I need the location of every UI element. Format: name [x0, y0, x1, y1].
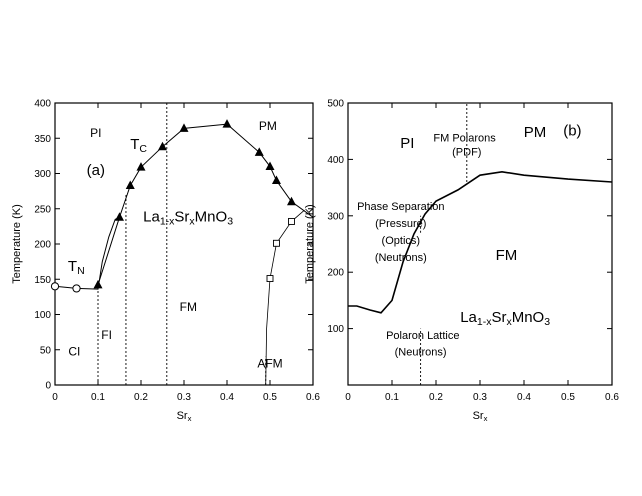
tc-data-point — [136, 162, 146, 171]
tc-data-point — [125, 180, 135, 189]
y-tick-label: 400 — [327, 155, 344, 166]
phase-region-label: FM Polarons — [433, 132, 496, 144]
y-tick-label: 100 — [34, 310, 51, 321]
tc-data-point — [158, 141, 167, 151]
tc-data-point — [115, 212, 124, 221]
tc-data-point — [265, 161, 275, 170]
formula-part: 3 — [544, 316, 550, 328]
phase-region-label: PM — [259, 119, 277, 133]
y-tick-label: 200 — [327, 268, 344, 279]
x-axis-title: Srx — [177, 410, 192, 423]
x-tick-label: 0.4 — [220, 392, 234, 403]
formula-part: x — [506, 316, 512, 328]
formula-part: MnO — [512, 309, 545, 326]
formula-part: N — [77, 265, 85, 277]
x-tick-label: 0.5 — [263, 392, 277, 403]
y-tick-label: 0 — [45, 381, 51, 392]
phase-region-label: PI — [400, 135, 414, 152]
x-tick-label: 0.3 — [177, 392, 191, 403]
y-tick-label: 200 — [34, 240, 51, 251]
formula-part: Sr — [177, 410, 188, 422]
chart-panel-b: 0 0.1 0.2 0.3 0.4 0.5 0.6100200300400500SrxTem… — [304, 99, 619, 424]
x-tick-label: 0.6 — [605, 392, 619, 403]
compound-formula: La1-xSrxMnO3 — [143, 208, 233, 227]
y-tick-label: 300 — [327, 211, 344, 222]
transition-curve — [348, 170, 613, 314]
formula-part: 3 — [227, 216, 233, 228]
transition-label: TC — [130, 136, 147, 155]
transition-label: TN — [68, 258, 85, 277]
phase-region-label: CI — [68, 344, 80, 358]
x-tick-label: 0.4 — [517, 392, 531, 403]
formula-part: Sr — [491, 309, 506, 326]
tc-data-point — [222, 119, 232, 128]
phase-region-label: (Optics) — [382, 235, 421, 247]
formula-part: MnO — [195, 208, 228, 225]
phase-region-label: FI — [101, 328, 112, 342]
phase-region-label: (Pressure) — [375, 218, 426, 230]
y-tick-label: 100 — [327, 324, 344, 335]
tn-data-point — [50, 282, 60, 291]
y-tick-label: 150 — [34, 275, 51, 286]
formula-part: 1-x — [477, 316, 492, 328]
phase-region-label: PI — [90, 126, 101, 140]
formula-part: La — [143, 208, 160, 225]
phase-region-label: (Neutrons) — [375, 252, 427, 264]
x-tick-label: 0.3 — [473, 392, 487, 403]
phase-region-label: Polaron Lattice — [386, 330, 459, 342]
phase-region-label: FM — [496, 247, 518, 264]
x-tick-label: 0.2 — [429, 392, 443, 403]
tc-data-point — [287, 196, 296, 206]
y-tick-label: 50 — [40, 345, 52, 356]
phase-region-label: PM — [524, 124, 547, 141]
formula-part: x — [189, 216, 195, 228]
y-tick-label: 300 — [34, 169, 51, 180]
phase-region-label: FM — [180, 300, 197, 314]
phase-region-label: (Neutrons) — [395, 347, 447, 359]
afm-data-point — [266, 275, 274, 282]
compound-formula: La1-xSrxMnO3 — [460, 309, 550, 328]
x-axis-title: Srx — [473, 410, 488, 423]
tn-data-point — [72, 284, 81, 293]
x-tick-label: 0 — [52, 392, 58, 403]
x-tick-label: 0.5 — [561, 392, 575, 403]
y-axis-title: Temperature (K) — [11, 204, 23, 283]
x-tick-label: 0.2 — [134, 392, 148, 403]
y-axis-title: Temperature (K) — [304, 204, 316, 283]
afm-data-point — [273, 239, 280, 247]
formula-part: T — [130, 136, 139, 153]
formula-part: x — [484, 414, 488, 423]
formula-part: 1-x — [160, 216, 175, 228]
x-tick-label: 0 — [345, 392, 351, 403]
tc-data-point — [179, 123, 189, 132]
phase-region-label: Phase Separation — [357, 201, 444, 213]
x-tick-label: 0.1 — [385, 392, 399, 403]
x-tick-label: 0.1 — [91, 392, 105, 403]
formula-part: T — [68, 258, 77, 275]
y-tick-label: 400 — [34, 99, 51, 110]
y-tick-label: 500 — [327, 99, 344, 110]
formula-part: La — [460, 309, 477, 326]
phase-region-label: AFM — [257, 356, 282, 370]
afm-data-point — [288, 217, 295, 225]
formula-part: C — [139, 143, 147, 155]
formula-part: Sr — [174, 208, 189, 225]
panel-label: (a) — [87, 162, 105, 179]
formula-part: Sr — [473, 410, 484, 422]
chart-panel-a: 0 0.1 0.2 0.3 0.4 0.5 0.6 0 50 100 150 200 250 300 350… — [11, 99, 320, 424]
panel-label: (b) — [563, 123, 581, 140]
x-tick-label: 0.6 — [306, 392, 320, 403]
formula-part: x — [188, 414, 192, 423]
tc-data-point — [254, 147, 264, 156]
phase-region-label: (PDF) — [452, 146, 481, 158]
tc-curve — [97, 123, 314, 286]
y-tick-label: 250 — [34, 204, 51, 215]
y-tick-label: 350 — [34, 134, 51, 145]
tc-data-point — [93, 279, 103, 289]
tc-data-point — [271, 175, 281, 185]
